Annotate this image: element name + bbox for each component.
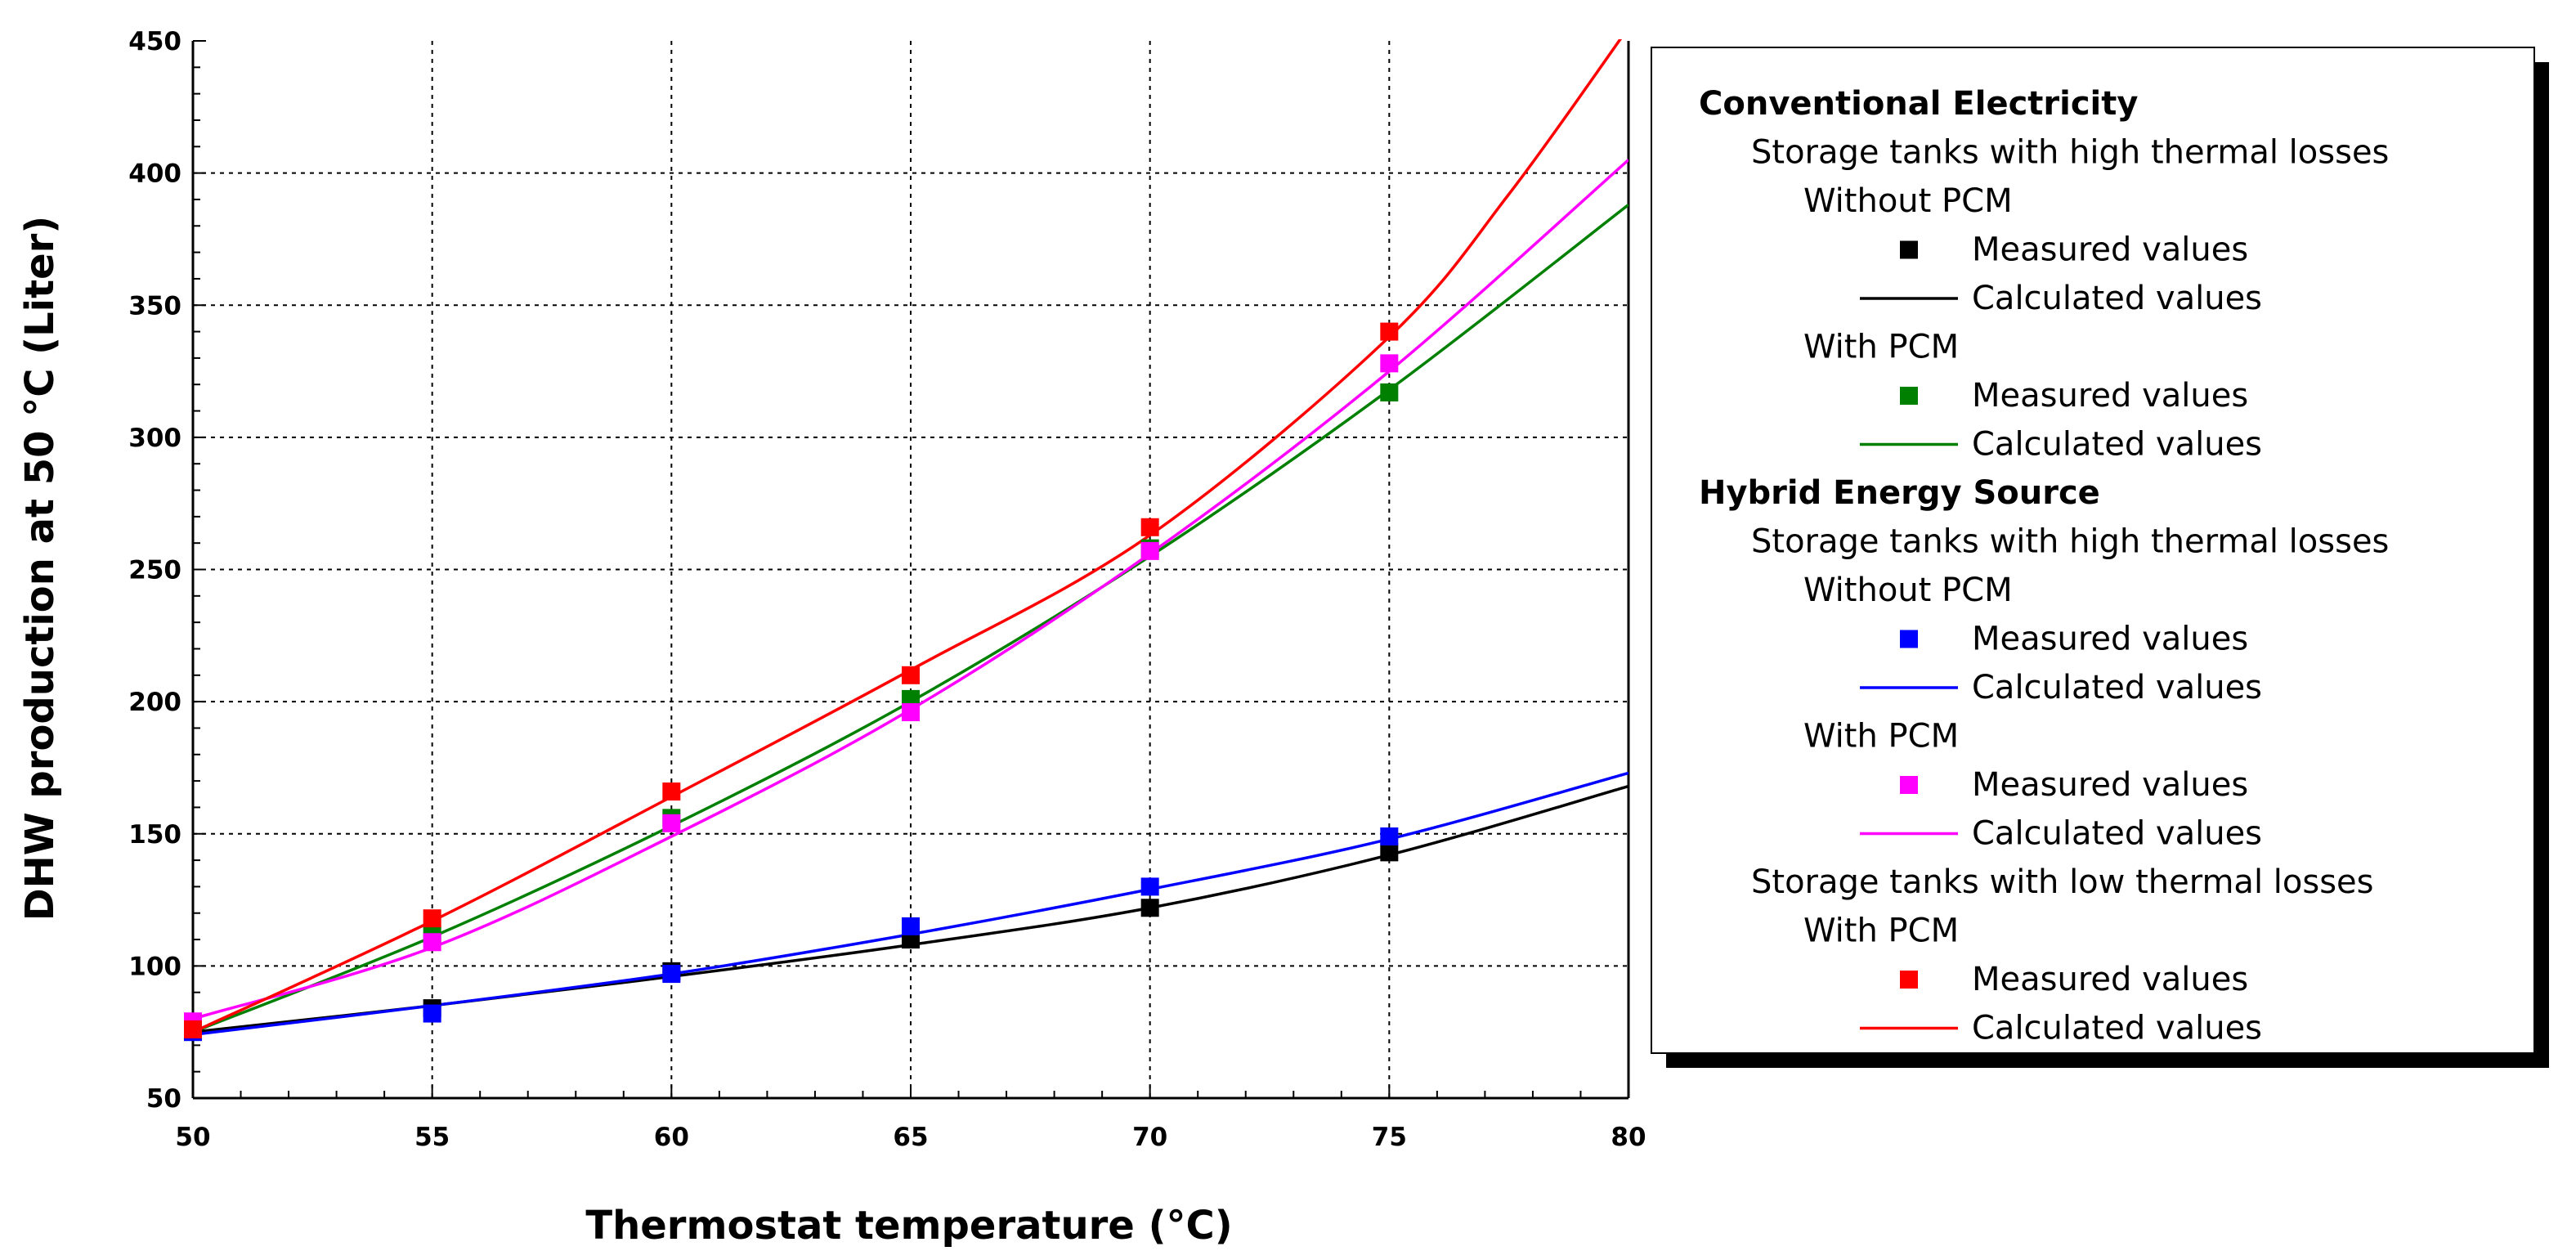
measured-point-conv-without	[1380, 843, 1399, 862]
y-axis-title: DHW production at 50 °C (Liter)	[17, 216, 63, 921]
y-tick-label: 200	[128, 688, 181, 717]
legend-variant-label: With PCM	[1803, 718, 1959, 756]
legend-measured-label: Measured values	[1972, 961, 2248, 998]
legend-variant-label: With PCM	[1803, 329, 1959, 366]
y-tick-label: 350	[128, 291, 181, 321]
axes	[191, 40, 1630, 1100]
measured-point-hybrid-low	[902, 666, 920, 684]
measured-point-hybrid-with	[1380, 354, 1399, 373]
x-tick-label: 65	[893, 1123, 928, 1152]
legend-measured-label: Measured values	[1972, 766, 2248, 804]
legend: Conventional Electricity Storage tanks wi…	[1651, 47, 2549, 1068]
legend-measured-label: Measured values	[1972, 621, 2248, 658]
legend-marker-conv-with	[1900, 387, 1918, 405]
legend-variant-label: Without PCM	[1803, 182, 2013, 220]
x-tick-label: 60	[654, 1123, 689, 1152]
measured-point-hybrid-low	[423, 909, 441, 928]
measured-point-hybrid-without	[423, 1004, 441, 1023]
legend-tank-label: Storage tanks with high thermal losses	[1751, 134, 2389, 172]
x-tick-label: 50	[175, 1123, 210, 1152]
measured-point-hybrid-low	[184, 1020, 202, 1038]
legend-calculated-label: Calculated values	[1972, 669, 2262, 706]
measured-point-hybrid-low	[1380, 322, 1399, 341]
measured-point-hybrid-low	[1140, 518, 1159, 536]
measured-point-conv-with	[1380, 383, 1399, 401]
y-tick-label: 300	[128, 424, 181, 453]
legend-calculated-label: Calculated values	[1972, 815, 2262, 853]
legend-tank-label: Storage tanks with high thermal losses	[1751, 523, 2389, 561]
legend-group-label: Hybrid Energy Source	[1699, 474, 2100, 512]
markers-hybrid-with	[184, 354, 1399, 1031]
tick-labels: 50 55 60 65 70 75 80 50 100 150 200 250 300 350 400 450	[128, 27, 1646, 1152]
x-tick-label: 55	[414, 1123, 450, 1152]
legend-marker-conv-without	[1900, 240, 1918, 259]
y-tick-label: 100	[128, 952, 181, 981]
legend-marker-hybrid-without	[1900, 630, 1918, 648]
y-tick-label: 250	[128, 556, 181, 585]
legend-calculated-label: Calculated values	[1972, 280, 2262, 317]
legend-calculated-label: Calculated values	[1972, 1010, 2262, 1047]
legend-marker-hybrid-low	[1900, 971, 1918, 989]
y-tick-label: 450	[128, 27, 181, 56]
x-tick-label: 80	[1611, 1123, 1646, 1152]
calculated-line-hybrid-low	[193, 39, 1623, 1034]
legend-variant-label: Without PCM	[1803, 572, 2013, 609]
x-axis-title: Thermostat temperature (°C)	[585, 1203, 1232, 1249]
x-tick-label: 75	[1372, 1123, 1407, 1152]
legend-calculated-label: Calculated values	[1972, 426, 2262, 464]
legend-group-label: Conventional Electricity	[1699, 85, 2138, 123]
legend-marker-hybrid-with	[1900, 776, 1918, 794]
legend-tank-label: Storage tanks with low thermal losses	[1751, 863, 2373, 901]
markers-hybrid-low	[184, 322, 1399, 1038]
measured-point-hybrid-low	[662, 782, 681, 801]
markers-hybrid-without	[184, 827, 1399, 1042]
legend-variant-label: With PCM	[1803, 912, 1959, 950]
series	[184, 39, 1628, 1042]
y-tick-label: 400	[128, 159, 181, 189]
measured-point-hybrid-without	[1380, 827, 1399, 845]
measured-point-conv-without	[1140, 899, 1159, 917]
measured-point-hybrid-without	[1140, 877, 1159, 896]
y-tick-label: 150	[128, 820, 181, 850]
measured-point-hybrid-without	[902, 917, 920, 935]
measured-point-hybrid-with	[662, 814, 681, 832]
measured-point-hybrid-with	[902, 703, 920, 722]
measured-point-hybrid-with	[423, 933, 441, 952]
series-hybrid-low	[193, 39, 1623, 1034]
legend-measured-label: Measured values	[1972, 231, 2248, 269]
measured-point-hybrid-with	[1140, 541, 1159, 560]
y-tick-label: 50	[146, 1084, 181, 1114]
legend-measured-label: Measured values	[1972, 377, 2248, 415]
legend-box	[1651, 47, 2535, 1054]
measured-point-hybrid-without	[662, 965, 681, 984]
x-tick-label: 70	[1132, 1123, 1167, 1152]
